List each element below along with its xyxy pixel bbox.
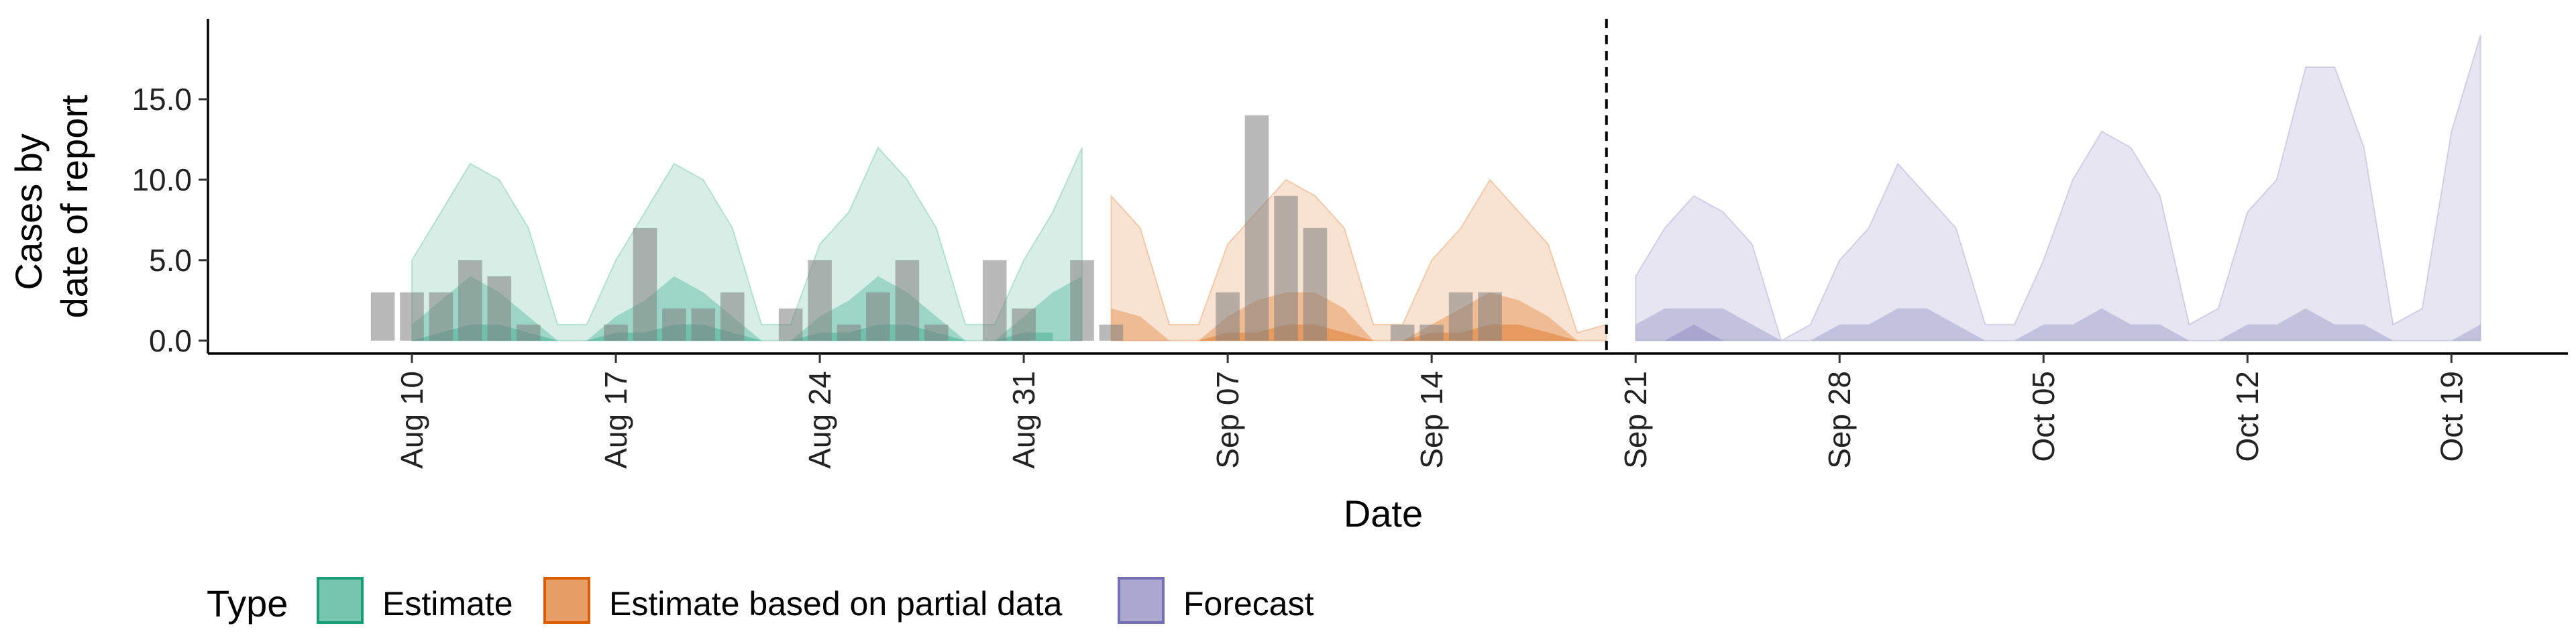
x-tick-label: Oct 19 — [2434, 371, 2469, 462]
band-90-series-2 — [1635, 34, 2481, 342]
band-inner-series-2 — [1635, 324, 2481, 341]
case-bar — [1303, 227, 1328, 341]
case-bar — [487, 276, 512, 341]
case-bar — [662, 308, 686, 341]
case-bar — [400, 292, 424, 341]
case-bar — [895, 260, 920, 341]
legend-items: Estimate Estimate based on partial data Fo… — [317, 577, 1314, 624]
legend-item: Forecast — [1118, 577, 1314, 624]
case-bar — [1244, 115, 1269, 341]
series-2-bands — [1635, 34, 2481, 342]
x-tick-label: Aug 17 — [598, 371, 633, 469]
legend-label: Estimate based on partial data — [609, 585, 1063, 623]
case-bar — [1012, 308, 1036, 341]
y-axis-title-line-1: Cases by — [7, 133, 50, 290]
legend-swatch — [1118, 577, 1165, 624]
case-bar — [691, 308, 716, 341]
legend-swatch — [543, 577, 590, 624]
case-bar — [1448, 292, 1473, 341]
case-bar — [720, 292, 745, 341]
case-bar — [458, 260, 482, 341]
y-tick-label: 10.0 — [131, 162, 192, 197]
case-bar — [837, 324, 861, 341]
case-bar — [604, 324, 628, 341]
legend-label: Forecast — [1183, 585, 1314, 623]
legend-item: Estimate based on partial data — [543, 577, 1063, 624]
x-tick-label: Sep 14 — [1414, 371, 1449, 469]
y-axis-title: Cases by date of report — [7, 95, 95, 319]
case-bar — [778, 308, 803, 341]
x-tick-label: Aug 24 — [802, 371, 837, 469]
x-tick-label: Aug 31 — [1006, 371, 1041, 469]
case-bar — [429, 292, 453, 341]
case-bar — [1478, 292, 1502, 341]
legend-item: Estimate — [317, 577, 513, 624]
x-tick-label: Sep 07 — [1210, 371, 1245, 469]
case-bar — [1216, 292, 1240, 341]
case-bar — [982, 260, 1007, 341]
x-tick-label: Sep 28 — [1822, 371, 1857, 469]
series-1-bands — [1110, 178, 1607, 341]
x-tick-label: Sep 21 — [1618, 371, 1653, 469]
case-bar — [808, 260, 832, 341]
case-bar — [1419, 324, 1444, 341]
y-axis-title-line-2: date of report — [53, 95, 95, 319]
x-axis-title: Date — [1344, 492, 1423, 535]
y-tick-label: 5.0 — [149, 243, 192, 278]
y-tick-label: 0.0 — [149, 323, 192, 358]
case-bar — [1070, 260, 1094, 341]
legend-label: Estimate — [382, 585, 513, 623]
legend: Type Estimate Estimate based on partial d… — [207, 577, 1314, 625]
legend-title: Type — [207, 582, 288, 625]
case-bar — [1274, 195, 1298, 341]
x-tick-label: Oct 12 — [2230, 371, 2265, 462]
y-axis-ticks: 0.0 5.0 10.0 15.0 — [131, 82, 208, 358]
series-0-bands — [411, 146, 1083, 341]
legend-swatch — [317, 577, 364, 624]
band-50-series-2 — [1635, 308, 2481, 341]
x-tick-label: Oct 05 — [2026, 371, 2061, 462]
y-tick-label: 15.0 — [131, 82, 192, 117]
x-tick-label: Aug 10 — [394, 371, 429, 469]
case-bar — [866, 292, 890, 341]
case-bar — [924, 324, 949, 341]
case-bar — [1099, 324, 1124, 341]
reported-case-bars — [370, 115, 1502, 341]
case-bar — [1390, 324, 1415, 341]
case-bar — [516, 324, 541, 341]
case-bar — [370, 292, 395, 341]
x-axis-ticks: Aug 10 Aug 17 Aug 24 Aug 31 Sep 07 Sep 14 Sep … — [394, 354, 2469, 469]
case-bar — [633, 227, 657, 341]
axes — [207, 19, 2568, 355]
